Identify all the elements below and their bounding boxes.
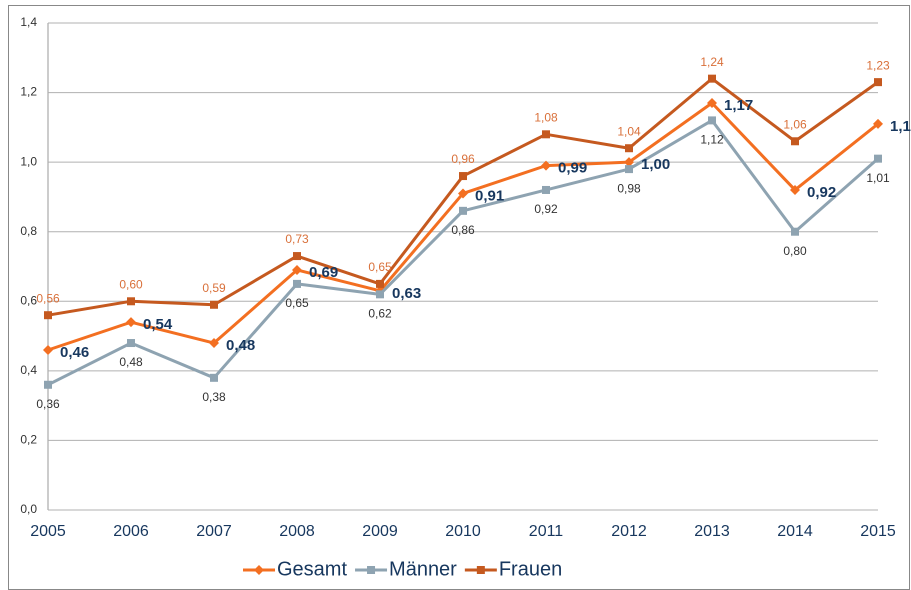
data-label: 0,80 bbox=[783, 244, 807, 258]
data-label: 1,06 bbox=[783, 117, 807, 131]
y-tick-label: 0,0 bbox=[20, 502, 37, 516]
x-tick-label: 2006 bbox=[113, 523, 149, 540]
marker bbox=[376, 290, 384, 299]
data-label: 0,59 bbox=[202, 281, 226, 295]
data-label: 1,12 bbox=[700, 133, 724, 147]
y-tick-label: 0,4 bbox=[20, 363, 37, 377]
x-tick-label: 2015 bbox=[860, 523, 896, 540]
data-label: 1,04 bbox=[617, 124, 641, 138]
data-label: 0,46 bbox=[60, 344, 89, 361]
marker bbox=[44, 380, 52, 389]
data-label: 0,96 bbox=[451, 152, 475, 166]
marker bbox=[542, 185, 550, 194]
series bbox=[44, 116, 882, 389]
data-label: 1,08 bbox=[534, 110, 558, 124]
data-label: 1,11 bbox=[890, 118, 911, 135]
data-label: 0,99 bbox=[558, 160, 587, 177]
marker bbox=[541, 160, 551, 171]
y-tick-label: 1,0 bbox=[20, 154, 37, 168]
legend-marker bbox=[476, 566, 485, 574]
marker bbox=[293, 252, 301, 261]
data-label: 0,86 bbox=[451, 223, 475, 237]
y-tick-label: 1,4 bbox=[20, 15, 37, 29]
x-tick-label: 2005 bbox=[30, 523, 66, 540]
x-tick-label: 2009 bbox=[362, 523, 398, 540]
data-label: 0,98 bbox=[617, 181, 641, 195]
marker bbox=[127, 339, 135, 348]
marker bbox=[791, 227, 799, 236]
chart-frame bbox=[8, 5, 910, 590]
data-label: 1,00 bbox=[641, 156, 670, 173]
data-label: 1,17 bbox=[724, 97, 753, 114]
data-label: 0,48 bbox=[119, 355, 143, 369]
marker bbox=[209, 338, 219, 349]
marker bbox=[376, 279, 384, 288]
data-label: 0,65 bbox=[368, 260, 392, 274]
legend-label: Männer bbox=[389, 558, 457, 580]
data-label: 1,23 bbox=[866, 58, 890, 72]
data-label: 0,62 bbox=[368, 307, 392, 321]
marker bbox=[873, 118, 883, 129]
marker bbox=[625, 165, 633, 174]
data-label: 0,63 bbox=[392, 285, 421, 302]
marker bbox=[625, 144, 633, 153]
marker bbox=[43, 344, 53, 355]
marker bbox=[459, 172, 467, 181]
data-label: 0,65 bbox=[285, 296, 309, 310]
x-tick-label: 2007 bbox=[196, 523, 232, 540]
data-label: 0,36 bbox=[36, 397, 60, 411]
marker bbox=[44, 311, 52, 320]
series bbox=[43, 98, 883, 355]
marker bbox=[708, 74, 716, 83]
marker bbox=[874, 154, 882, 163]
marker bbox=[210, 373, 218, 382]
marker bbox=[210, 300, 218, 309]
x-tick-label: 2011 bbox=[529, 523, 564, 540]
y-tick-label: 1,2 bbox=[20, 85, 37, 99]
data-label: 0,60 bbox=[119, 277, 143, 291]
marker bbox=[292, 264, 302, 275]
legend-marker bbox=[254, 565, 264, 575]
x-tick-label: 2013 bbox=[694, 523, 730, 540]
x-tick-label: 2008 bbox=[279, 523, 315, 540]
marker bbox=[458, 188, 468, 199]
series bbox=[44, 74, 882, 320]
marker bbox=[707, 98, 717, 109]
data-label: 0,38 bbox=[202, 390, 226, 404]
marker bbox=[790, 184, 800, 195]
marker bbox=[791, 137, 799, 146]
data-label: 0,54 bbox=[143, 316, 173, 333]
y-tick-label: 0,8 bbox=[20, 224, 37, 238]
marker bbox=[874, 78, 882, 87]
x-tick-label: 2014 bbox=[777, 523, 813, 540]
y-tick-label: 0,6 bbox=[20, 293, 37, 307]
data-label: 1,01 bbox=[866, 171, 890, 185]
marker bbox=[708, 116, 716, 125]
legend-marker bbox=[367, 566, 376, 574]
data-label: 0,92 bbox=[534, 202, 558, 216]
x-tick-label: 2010 bbox=[445, 523, 481, 540]
data-label: 0,73 bbox=[285, 232, 309, 246]
data-label: 1,24 bbox=[700, 55, 724, 69]
marker bbox=[126, 317, 136, 328]
data-label: 0,48 bbox=[226, 337, 255, 354]
legend-label: Frauen bbox=[499, 558, 562, 580]
y-tick-label: 0,2 bbox=[20, 433, 37, 447]
data-label: 0,91 bbox=[475, 187, 504, 204]
marker bbox=[624, 157, 634, 168]
marker bbox=[542, 130, 550, 139]
data-label: 0,92 bbox=[807, 184, 836, 201]
data-label: 0,56 bbox=[36, 291, 60, 305]
marker bbox=[459, 206, 467, 215]
data-label: 0,69 bbox=[309, 264, 338, 281]
legend: Gesamt Männer Frauen bbox=[243, 558, 562, 580]
marker bbox=[293, 279, 301, 288]
x-tick-label: 2012 bbox=[611, 523, 647, 540]
legend-label: Gesamt bbox=[277, 558, 347, 580]
marker bbox=[127, 297, 135, 306]
